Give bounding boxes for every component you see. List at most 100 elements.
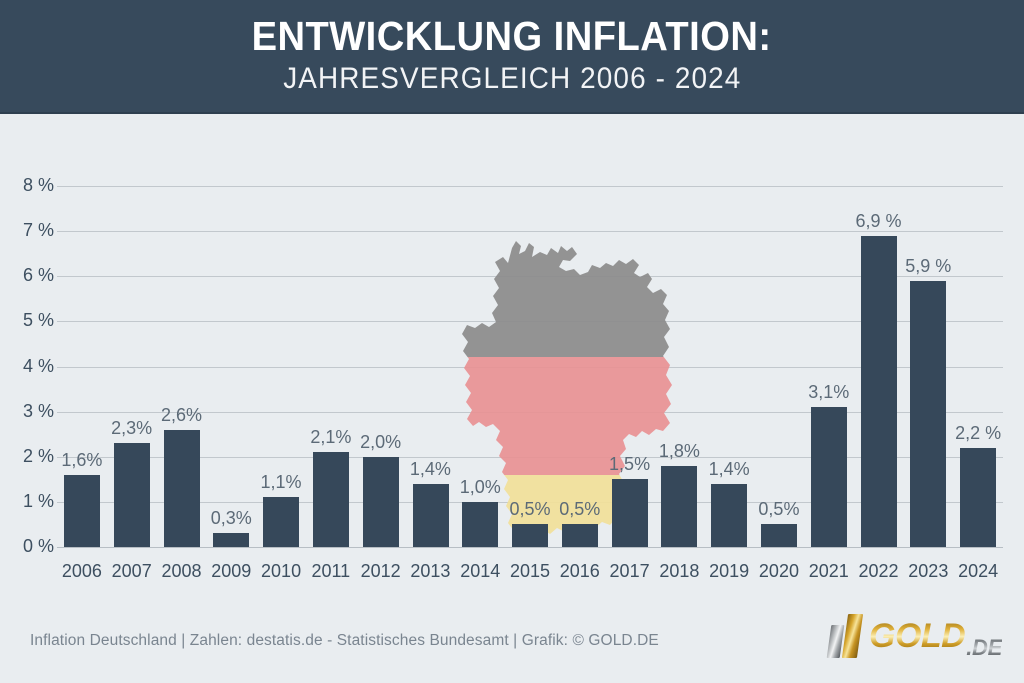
bar-value-label: 2,6% [160, 404, 202, 425]
bar-value-label: 2,1% [310, 427, 352, 448]
bar[interactable] [64, 474, 100, 547]
bar[interactable] [910, 280, 947, 547]
bar[interactable] [512, 524, 549, 547]
y-tick-label: 7 % [22, 220, 54, 241]
bar-value-label: 3,1% [808, 382, 850, 403]
gold-bar-icon [841, 614, 864, 658]
x-tick-label-2006: 2006 [61, 561, 102, 581]
bar-group-2020[interactable]: 0,5% [754, 186, 804, 547]
bar-group-2011[interactable]: 2,1% [306, 186, 356, 547]
bar-group-2014[interactable]: 1,0% [455, 186, 505, 547]
x-tick-label-2018: 2018 [659, 561, 700, 581]
bar[interactable] [711, 483, 748, 547]
chart-area: 0 % 1 % 2 % 3 % 4 % 5 % 6 % 7 % 8 % [0, 114, 1024, 600]
bar-value-label: 0,5% [559, 499, 601, 520]
bar-value-label: 2,3% [111, 418, 153, 439]
footer: Inflation Deutschland | Zahlen: destatis… [0, 600, 1024, 683]
bar-group-2021[interactable]: 3,1% [804, 186, 854, 547]
bar-group-2012[interactable]: 2,0% [356, 186, 406, 547]
y-tick-label: 0 % [22, 536, 54, 556]
x-tick-label-2010: 2010 [261, 561, 302, 581]
bar-value-label: 0,5% [758, 499, 800, 520]
gridline-7 [57, 231, 1003, 233]
x-tick-label-2016: 2016 [559, 561, 600, 581]
y-tick-label: 6 % [22, 265, 54, 286]
bar[interactable] [661, 465, 698, 547]
y-tick-label: 1 % [22, 490, 54, 511]
x-tick-label-2008: 2008 [161, 561, 202, 581]
bar-group-2022[interactable]: 6,9 % [854, 186, 904, 547]
y-tick-label: 2 % [22, 445, 54, 466]
bar[interactable] [213, 533, 250, 547]
bar[interactable] [960, 447, 997, 547]
bar[interactable] [362, 456, 399, 547]
logo-wordmark: GOLD [869, 617, 966, 655]
bar-value-label: 1,6% [61, 449, 103, 470]
bar-group-2007[interactable]: 2,3% [107, 186, 157, 547]
gridline-8 [57, 186, 1003, 187]
bar-value-label: 0,5% [509, 499, 551, 520]
logo-tld: .DE [966, 635, 1002, 660]
bar-group-2016[interactable]: 0,5% [555, 186, 605, 547]
bar-group-2010[interactable]: 1,1% [256, 186, 306, 547]
gold-bars-icon [826, 614, 864, 658]
bar-group-2008[interactable]: 2,6% [157, 186, 207, 547]
bar-value-label: 2,2 % [955, 422, 1002, 443]
y-tick-label: 3 % [22, 400, 54, 421]
x-tick-label-2014: 2014 [460, 561, 501, 581]
bar-value-label: 1,4% [409, 458, 451, 479]
bar-group-2023[interactable]: 5,9 % [903, 186, 953, 547]
bar-group-2015[interactable]: 0,5% [505, 186, 555, 547]
y-tick-label: 4 % [22, 355, 54, 376]
bar-group-2013[interactable]: 1,4% [406, 186, 456, 547]
bar[interactable] [312, 452, 349, 547]
x-tick-label-2021: 2021 [808, 561, 849, 581]
page-subtitle: JAHRESVERGLEICH 2006 - 2024 [282, 61, 742, 95]
bar-group-2009[interactable]: 0,3% [206, 186, 256, 547]
bar-value-label: 1,0% [459, 476, 501, 497]
gold-de-logo[interactable]: GOLD .DE [826, 610, 1002, 662]
x-tick-label-2007: 2007 [111, 561, 152, 581]
bar-value-label: 6,9 % [855, 210, 902, 231]
header-banner: ENTWICKLUNG INFLATION: JAHRESVERGLEICH 2… [0, 0, 1024, 114]
x-tick-label-2024: 2024 [958, 561, 999, 581]
x-tick-label-2019: 2019 [709, 561, 750, 581]
bar[interactable] [163, 429, 200, 547]
y-tick-label: 5 % [22, 310, 54, 331]
bar-value-label: 1,8% [658, 440, 700, 461]
bar[interactable] [561, 524, 598, 547]
bar[interactable] [412, 483, 449, 547]
bar[interactable] [810, 407, 847, 547]
bar-value-label: 5,9 % [905, 255, 952, 276]
x-tick-label-2009: 2009 [211, 561, 252, 581]
bar[interactable] [860, 235, 897, 547]
bar[interactable] [113, 443, 150, 547]
bar[interactable] [263, 497, 300, 547]
bar[interactable] [462, 501, 499, 547]
bar-group-2019[interactable]: 1,4% [704, 186, 754, 547]
x-tick-label-2017: 2017 [609, 561, 650, 581]
bar-group-2018[interactable]: 1,8% [654, 186, 704, 547]
x-tick-label-2012: 2012 [360, 561, 401, 581]
bar-value-label: 2,0% [360, 431, 402, 452]
gridline-0 [57, 547, 1003, 548]
x-tick-label-2011: 2011 [311, 561, 351, 581]
plot-area: 0 % 1 % 2 % 3 % 4 % 5 % 6 % 7 % 8 % [23, 175, 1003, 556]
footer-source-text: Inflation Deutschland | Zahlen: destatis… [30, 632, 659, 649]
y-tick-label: 8 % [22, 175, 54, 195]
x-tick-label-2015: 2015 [509, 561, 551, 581]
x-tick-label-2020: 2020 [758, 561, 799, 581]
x-tick-label-2023: 2023 [908, 561, 949, 581]
bar-group-2024[interactable]: 2,2 % [953, 186, 1003, 547]
bar[interactable] [611, 479, 648, 547]
bar-value-label: 0,3% [210, 508, 252, 529]
bar-value-label: 1,4% [708, 458, 750, 479]
bar[interactable] [761, 524, 798, 547]
bar-group-2006[interactable]: 1,6% [57, 186, 107, 547]
page-title: ENTWICKLUNG INFLATION: [252, 12, 772, 59]
bar-group-2017[interactable]: 1,5% [605, 186, 655, 547]
x-tick-label-2013: 2013 [410, 561, 451, 581]
x-tick-label-2022: 2022 [858, 561, 899, 581]
bar-value-label: 1,1% [260, 472, 302, 493]
